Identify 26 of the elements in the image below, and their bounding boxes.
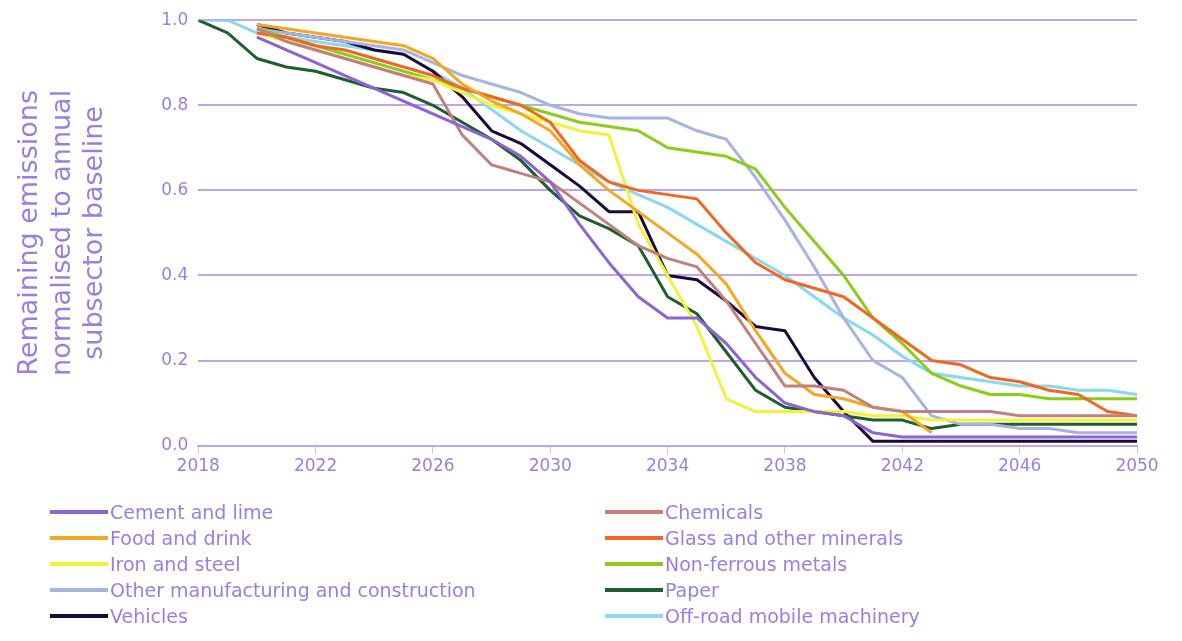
- legend-label: Non-ferrous metals: [665, 553, 848, 575]
- legend-label: Glass and other minerals: [665, 527, 904, 549]
- legend-label: Iron and steel: [110, 553, 241, 575]
- legend-label: Paper: [665, 579, 719, 601]
- y-axis-title: Remaining emissions normalised to annual subsector baseline: [12, 89, 109, 376]
- x-tick-label: 2030: [528, 455, 572, 476]
- x-tick-label: 2026: [411, 455, 455, 476]
- legend-label: Off-road mobile machinery: [665, 605, 920, 627]
- x-tick-label: 2038: [763, 455, 807, 476]
- legend-label: Cement and lime: [110, 501, 274, 523]
- y-tick-label: 0.6: [161, 178, 189, 199]
- y-tick-label: 0.4: [161, 263, 189, 284]
- x-tick-label: 2042: [880, 455, 924, 476]
- y-tick-label: 1.0: [161, 8, 189, 29]
- legend-label: Chemicals: [665, 501, 764, 523]
- legend-label: Vehicles: [110, 605, 188, 627]
- y-tick-label: 0.0: [161, 434, 189, 455]
- legend-label: Food and drink: [110, 527, 252, 549]
- x-tick-label: 2022: [293, 455, 338, 476]
- x-tick-label: 2018: [176, 455, 220, 476]
- y-tick-label: 0.8: [161, 93, 189, 114]
- y-tick-label: 0.2: [161, 348, 189, 369]
- x-tick-label: 2046: [998, 455, 1042, 476]
- legend-label: Other manufacturing and construction: [110, 579, 476, 601]
- x-tick-label: 2034: [645, 455, 690, 476]
- x-tick-label: 2050: [1115, 455, 1159, 476]
